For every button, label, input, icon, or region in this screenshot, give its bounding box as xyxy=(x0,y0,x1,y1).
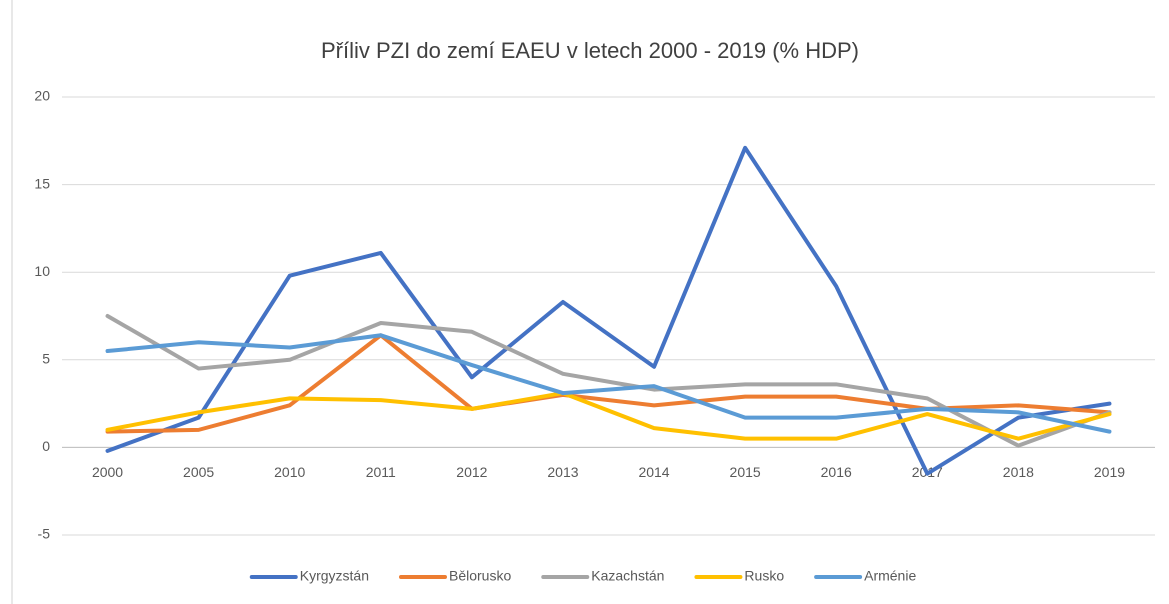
series-line xyxy=(105,391,1112,441)
series-line xyxy=(105,333,1112,434)
y-tick-label: 5 xyxy=(42,351,50,367)
x-tick-label: 2011 xyxy=(366,464,396,480)
x-tick-label: 2013 xyxy=(547,464,578,480)
series-line xyxy=(105,145,1112,476)
legend-label: Kyrgyzstán xyxy=(300,568,369,584)
y-tick-label: 15 xyxy=(34,175,50,191)
x-tick-label: 2010 xyxy=(274,464,305,480)
x-tick-label: 2019 xyxy=(1094,464,1125,480)
legend-label: Kazachstán xyxy=(591,568,664,584)
y-tick-label: 10 xyxy=(34,263,50,279)
chart-title: Příliv PZI do zemí EAEU v letech 2000 - … xyxy=(321,38,859,63)
x-tick-label: 2014 xyxy=(638,464,669,480)
y-tick-label: 0 xyxy=(42,438,50,454)
x-tick-label: 2016 xyxy=(821,464,852,480)
y-tick-label: 20 xyxy=(34,88,50,104)
x-tick-label: 2012 xyxy=(456,464,487,480)
series-line xyxy=(105,314,1112,448)
y-tick-label: -5 xyxy=(38,526,51,542)
legend-label: Arménie xyxy=(864,568,916,584)
x-tick-label: 2018 xyxy=(1003,464,1034,480)
x-tick-label: 2005 xyxy=(183,464,214,480)
legend-label: Rusko xyxy=(744,568,784,584)
x-tick-label: 2000 xyxy=(92,464,123,480)
x-tick-label: 2015 xyxy=(730,464,761,480)
legend-label: Bělorusko xyxy=(449,568,511,584)
